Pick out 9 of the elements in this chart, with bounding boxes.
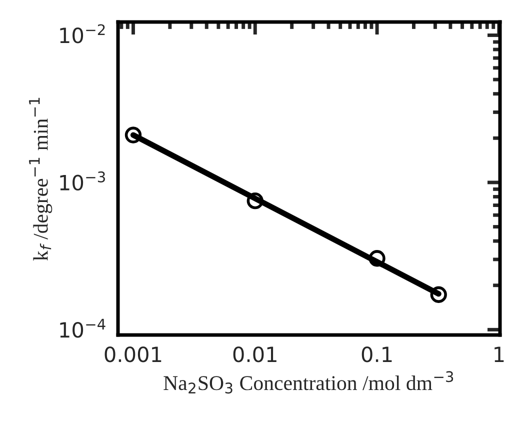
y-tick-label: 10$^{−4}$ (60, 318, 106, 338)
x-tick-label: 1 (494, 346, 504, 362)
x-tick-label: 0.1 (362, 346, 392, 362)
x-tick-label: 0.01 (233, 346, 276, 362)
y-tick-label: 10$^{−3}$ (60, 171, 105, 191)
y-axis-title: k$_{f}$ /degree$^{−1}$ min$^{−1}$ (29, 98, 52, 261)
y-tick-label: 10$^{−2}$ (60, 24, 105, 44)
x-tick-label: 0.001 (104, 346, 162, 362)
x-axis-title: Na$_{2}$SO$_{3}$ Concentration /mol dm$^{−3}$ (164, 371, 454, 394)
